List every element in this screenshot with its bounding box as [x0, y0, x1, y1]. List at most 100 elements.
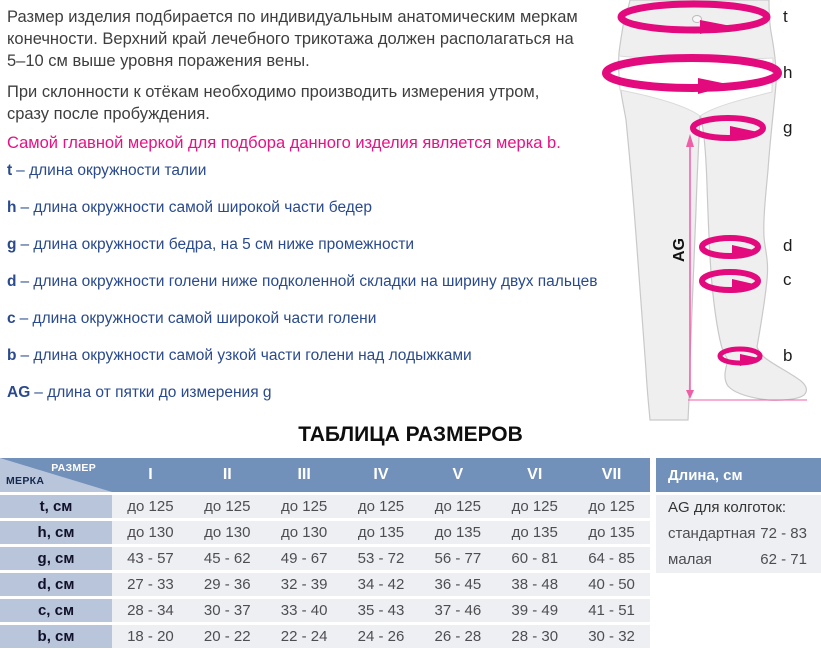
size-cell: 28 - 30 [496, 625, 574, 648]
size-table: РАЗМЕР МЕРКА I II III IV V VI VII t, см … [0, 458, 650, 648]
diagram-label-c: c [783, 270, 792, 289]
band-c-icon [699, 269, 761, 293]
measurement-key-h: h [7, 199, 17, 216]
diagram-label-d: d [783, 236, 793, 255]
row-label-c: c, см [0, 599, 112, 622]
table-corner: РАЗМЕР МЕРКА [0, 458, 112, 492]
size-cell: 33 - 40 [265, 599, 343, 622]
size-cell: 45 - 62 [188, 547, 266, 570]
column-header-2: II [222, 466, 232, 483]
measurement-item-c: c – длина окружности самой широкой части … [7, 309, 632, 329]
size-cell: до 125 [496, 495, 574, 518]
size-table-title: ТАБЛИЦА РАЗМЕРОВ [298, 423, 523, 446]
measurement-key-b: b [7, 347, 17, 364]
measurement-item-g: g – длина окружности бедра, на 5 см ниже … [7, 235, 632, 255]
size-cell: 40 - 50 [573, 573, 650, 596]
size-cell: до 125 [342, 495, 420, 518]
size-cell: 29 - 36 [188, 573, 266, 596]
measurement-desc-c: – длина окружности самой широкой части г… [19, 310, 377, 327]
size-cell: 56 - 77 [419, 547, 497, 570]
length-row-small-label: малая [668, 551, 712, 568]
size-cell: 18 - 20 [112, 625, 189, 648]
measurement-key-g: g [7, 236, 17, 253]
measurement-key-d: d [7, 273, 17, 290]
size-cell: 37 - 46 [419, 599, 497, 622]
intro-paragraph-1: Размер изделия подбирается по индивидуал… [7, 8, 578, 70]
measurement-legend: t – длина окружности талии h – длина окруж… [7, 161, 632, 420]
size-cell: 34 - 42 [342, 573, 420, 596]
size-cell: до 135 [419, 521, 497, 544]
measurement-item-d: d – длина окружности голени ниже подколен… [7, 272, 632, 292]
measurement-item-b: b – длина окружности самой узкой части го… [7, 346, 632, 366]
column-header-5: V [452, 466, 464, 483]
size-cell: до 125 [265, 495, 343, 518]
ag-line-label: AG [671, 238, 688, 262]
measurement-item-ag: AG – длина от пятки до измерения g [7, 383, 632, 403]
measurement-key-ag: AG [7, 384, 31, 401]
band-g-icon [690, 115, 766, 141]
measurement-desc-t: – длина окружности талии [16, 162, 207, 179]
length-row-standard-value: 72 - 83 [760, 525, 807, 542]
size-cell: 64 - 85 [573, 547, 650, 570]
column-header-4: IV [373, 466, 389, 483]
table-row-d: d, см 27 - 33 29 - 36 32 - 39 34 - 42 36… [0, 573, 650, 596]
size-cell: 36 - 45 [419, 573, 497, 596]
size-cell: до 125 [188, 495, 266, 518]
table-row-h: h, см до 130 до 130 до 130 до 135 до 135… [0, 521, 650, 544]
measurement-item-h: h – длина окружности самой широкой части … [7, 198, 632, 218]
size-cell: до 125 [419, 495, 497, 518]
size-cell: до 135 [342, 521, 420, 544]
diagram-label-h: h [783, 63, 793, 82]
size-cell: до 130 [265, 521, 343, 544]
length-panel-body: AG для колготок: стандартная 72 - 83 мал… [656, 495, 821, 573]
belly-button [692, 15, 702, 23]
highlight-note: Самой главной меркой для подбора данного… [7, 134, 561, 152]
column-header-3: III [297, 466, 311, 483]
diagram-label-t: t [783, 7, 788, 26]
measurement-desc-g: – длина окружности бедра, на 5 см ниже п… [20, 236, 415, 253]
diagram-label-g: g [783, 118, 793, 137]
size-cell: 30 - 37 [188, 599, 266, 622]
band-t-icon [617, 0, 771, 34]
length-row-standard: стандартная 72 - 83 [668, 521, 807, 547]
size-cell: 22 - 24 [265, 625, 343, 648]
size-table-header-row: РАЗМЕР МЕРКА I II III IV V VI VII [0, 458, 650, 492]
table-row-c: c, см 28 - 34 30 - 37 33 - 40 35 - 43 37… [0, 599, 650, 622]
column-header-7: VII [601, 466, 622, 483]
size-cell: до 130 [188, 521, 266, 544]
intro-text-block: Размер изделия подбирается по индивидуал… [7, 6, 585, 154]
ag-tights-note: AG для колготок: [668, 499, 787, 516]
size-cell: до 125 [573, 495, 650, 518]
body-silhouette [617, 0, 807, 421]
size-cell: 20 - 22 [188, 625, 266, 648]
intro-paragraph-2: При склонности к отёкам необходимо произ… [7, 83, 540, 123]
length-row-standard-label: стандартная [668, 525, 756, 542]
table-row-t: t, см до 125 до 125 до 125 до 125 до 125… [0, 495, 650, 518]
measurement-desc-b: – длина окружности самой узкой части гол… [20, 347, 472, 364]
column-header-1: I [148, 466, 153, 483]
size-cell: 26 - 28 [419, 625, 497, 648]
leg-measurement-diagram: AG t h g d c b [600, 0, 821, 421]
size-cell: до 130 [112, 521, 189, 544]
measurement-item-t: t – длина окружности талии [7, 161, 632, 181]
length-panel-header: Длина, см [656, 458, 821, 492]
size-cell: 32 - 39 [265, 573, 343, 596]
band-b-arrow-icon [740, 354, 763, 366]
leg-diagram-illustration: AG [602, 0, 807, 421]
corner-merka-label: МЕРКА [6, 475, 45, 487]
size-cell: до 125 [112, 495, 189, 518]
corner-razmer-label: РАЗМЕР [51, 462, 96, 474]
measurement-desc-ag: – длина от пятки до измерения g [34, 384, 272, 401]
band-h-arrow-icon [698, 78, 732, 94]
row-label-d: d, см [0, 573, 112, 596]
size-cell: 41 - 51 [573, 599, 650, 622]
band-d-arrow-icon [732, 245, 758, 259]
band-d-icon [699, 235, 761, 259]
size-cell: 27 - 33 [112, 573, 189, 596]
measurement-key-t: t [7, 162, 13, 179]
row-label-b: b, см [0, 625, 112, 648]
length-row-small-value: 62 - 71 [760, 551, 807, 568]
table-row-g: g, см 43 - 57 45 - 62 49 - 67 53 - 72 56… [0, 547, 650, 570]
band-c-arrow-icon [732, 279, 758, 293]
size-cell: до 135 [573, 521, 650, 544]
